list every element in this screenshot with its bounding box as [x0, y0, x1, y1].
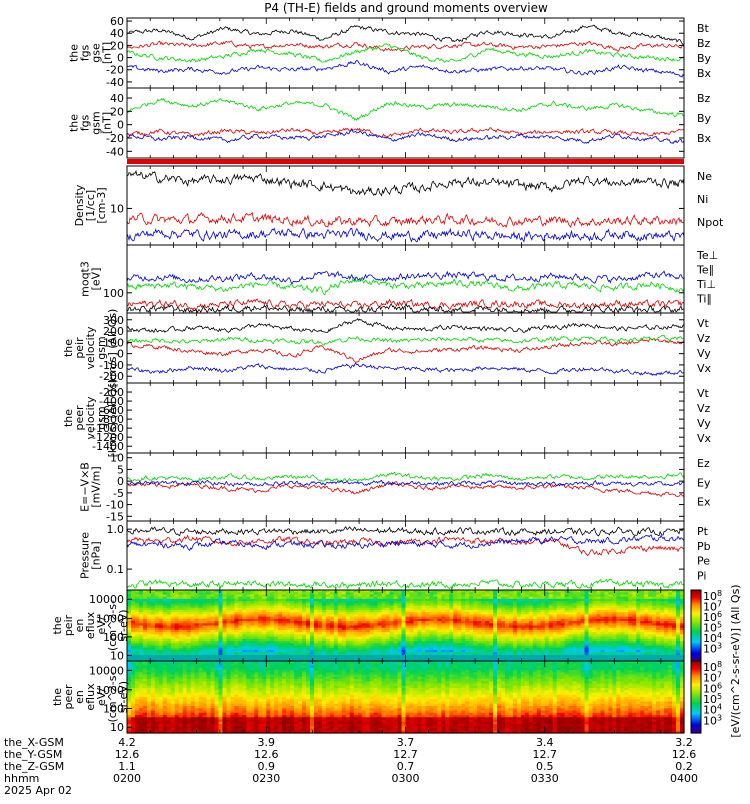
panel-frame — [127, 88, 684, 158]
panel-peir-eflux: 10000100010010108107106105104103thepeire… — [51, 589, 722, 662]
panel-frame — [127, 18, 684, 88]
panel-peir-velocity: 3002001000-100-200VtVzVyVxthepeirvelocit… — [62, 309, 712, 388]
legend-efield-Ex: Ex — [697, 496, 711, 509]
legend-peer-velocity-Vy: Vy — [697, 417, 711, 430]
legend-fgs-gsm-Bx: Bx — [697, 132, 712, 145]
ytick-label: 60 — [110, 15, 124, 28]
panel-frame — [127, 383, 684, 453]
panel-frame — [127, 166, 684, 245]
legend-peir-velocity-Vt: Vt — [697, 317, 710, 330]
legend-pressure-Pe: Pe — [697, 555, 710, 568]
series-efield-Ez — [127, 481, 684, 496]
region-bar — [127, 159, 684, 164]
ytick-label: -15 — [106, 510, 124, 523]
ylabel-fgs-gse: [nT] — [101, 42, 114, 64]
ytick-label: 0.1 — [107, 563, 125, 576]
legend-pressure-Pi: Pi — [697, 569, 706, 582]
series-efield-Ey — [127, 472, 684, 482]
ylabel-pressure: [nPa] — [90, 541, 103, 569]
panel-peer-velocity: -200-400-600-800-1000-1200-1400VtVzVyVxt… — [62, 379, 712, 458]
series-fgs-gsm-By — [127, 99, 684, 121]
chart-title: P4 (TH-E) fields and ground moments over… — [264, 1, 548, 15]
series-fgs-gsm-Bx — [127, 129, 684, 143]
legend-fgs-gsm-Bz: Bz — [697, 92, 711, 105]
legend-fgs-gse-Bt: Bt — [697, 22, 710, 35]
legend-fgs-gse-By: By — [697, 52, 712, 65]
series-efield-Ex — [127, 480, 684, 486]
legend-fgs-gse-Bx: Bx — [697, 67, 712, 80]
legend-temperature-Ti⊥: Ti⊥ — [696, 278, 716, 291]
ytick-label: -20 — [106, 64, 124, 77]
legend-peer-velocity-Vx: Vx — [697, 432, 712, 445]
ytick-label: -40 — [106, 76, 124, 89]
legend-temperature-Ti∥: Ti∥ — [696, 293, 712, 306]
ytick-label: 0 — [117, 52, 124, 65]
series-peir-velocity-Vy — [127, 335, 684, 345]
ytick-label: -40 — [106, 145, 124, 158]
ylabel-peir-velocity: [km/s] (All Qs) — [106, 309, 119, 388]
legend-density-Ni: Ni — [697, 193, 708, 206]
ytick-label: 1.0 — [107, 523, 125, 536]
ytick-label: 0 — [117, 119, 124, 132]
ytick-label: 10 — [110, 202, 124, 215]
series-fgs-gsm-Bz — [127, 128, 684, 138]
legend-temperature-Te∥: Te∥ — [696, 264, 714, 277]
series-density-Ne — [127, 213, 684, 227]
legend-efield-Ey: Ey — [697, 476, 711, 489]
ylabel-peer-velocity: [km/s] (All Qs) — [106, 379, 119, 458]
legend-temperature-Te⊥: Te⊥ — [696, 249, 718, 262]
series-temperature-Ti⊥ — [127, 271, 684, 284]
series-pressure-Pe — [127, 535, 684, 550]
legend-peir-velocity-Vx: Vx — [697, 362, 712, 375]
series-peir-velocity-Vt — [127, 319, 684, 333]
series-fgs-gse-Bt — [127, 25, 684, 45]
ytick-label: 40 — [110, 27, 124, 40]
legend-peir-velocity-Vy: Vy — [697, 347, 711, 360]
series-density-Ni — [127, 171, 684, 196]
legend-peer-velocity-Vz: Vz — [697, 402, 711, 415]
legend-density-Ne: Ne — [697, 170, 712, 183]
legend-peer-velocity-Vt: Vt — [697, 387, 710, 400]
panel-frame — [127, 313, 684, 383]
legend-fgs-gsm-By: By — [697, 112, 712, 125]
legend-pressure-Pt: Pt — [697, 525, 709, 538]
series-peir-velocity-Vx — [127, 363, 684, 375]
ytick-label: 100 — [103, 287, 124, 300]
ylabel-temperature: [eV] — [90, 268, 103, 291]
ytick-label: 40 — [110, 92, 124, 105]
ylabel-fgs-gsm: [nT] — [101, 112, 114, 134]
legend-peir-velocity-Vz: Vz — [697, 332, 711, 345]
ylabel-efield: [mV/m] — [90, 466, 103, 507]
series-pressure-Pt — [127, 527, 684, 536]
legend-fgs-gse-Bz: Bz — [697, 37, 711, 50]
legend-density-Npot: Npot — [697, 216, 724, 229]
legend-efield-Ez: Ez — [697, 457, 710, 470]
series-temperature-Ti∥ — [127, 278, 684, 294]
legend-pressure-Pb: Pb — [697, 540, 711, 553]
ylabel-density: [cm-3] — [95, 187, 108, 223]
series-fgs-gse-Bx — [127, 60, 684, 77]
